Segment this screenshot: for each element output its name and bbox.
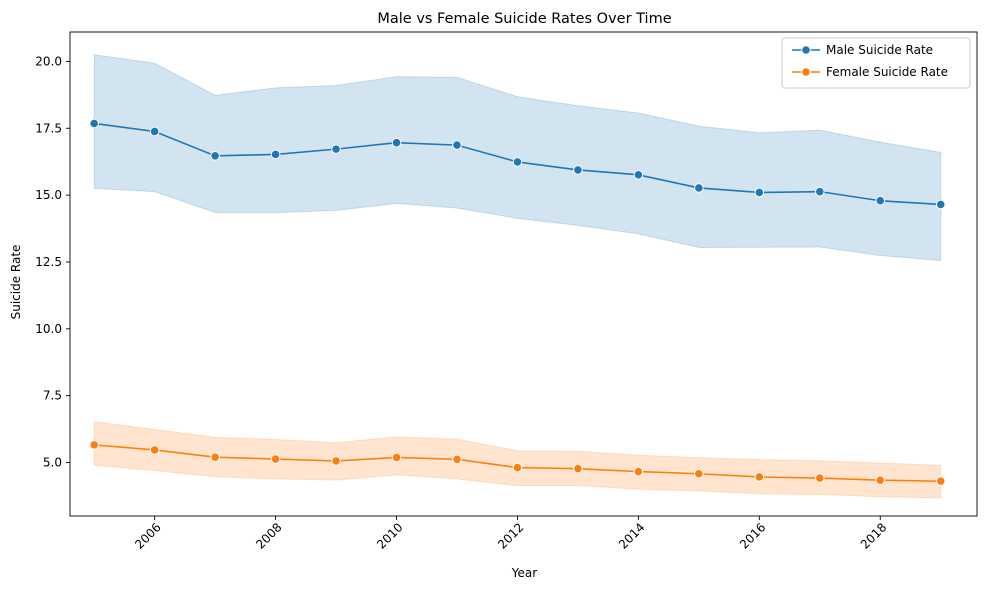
legend-marker-1 [801,67,811,77]
data-point-1-10 [694,468,704,479]
y-tick-label-5: 17.5 [35,121,62,135]
data-point-0-11 [754,187,765,198]
legend: Male Suicide Rate Female Suicide Rate [781,37,971,89]
data-point-0-6 [452,140,462,150]
data-point-1-2 [210,452,220,462]
data-point-0-14 [935,199,946,210]
legend-label-1: Female Suicide Rate [826,65,948,79]
data-point-1-3 [270,454,281,464]
data-point-0-3 [270,149,281,160]
y-tick-label-2: 10.0 [35,322,62,336]
data-point-0-1 [149,126,160,137]
x-axis-label: Year [511,566,537,580]
data-point-1-12 [814,473,825,483]
legend-marker-0 [801,45,811,55]
data-point-1-8 [573,463,583,474]
legend-box [781,37,971,89]
data-point-1-11 [754,472,765,482]
data-point-0-8 [573,165,583,175]
data-point-0-5 [391,137,402,148]
y-axis-label: Suicide Rate [9,245,23,320]
plot-area: 2006 2008 2010 2012 2014 2016 20185.07.510.012… [35,31,978,552]
data-point-0-2 [210,151,220,161]
data-point-0-0 [89,118,99,129]
chart-title: Male vs Female Suicide Rates Over Time [377,11,671,27]
data-point-1-0 [89,440,99,450]
data-point-1-1 [149,445,160,455]
data-point-0-4 [331,144,341,154]
axes-frame [69,31,978,517]
y-tick-label-6: 20.0 [35,54,62,68]
y-tick-label-4: 15.0 [35,188,62,202]
y-tick-label-0: 5.0 [43,456,62,470]
data-point-1-6 [452,454,462,465]
data-point-0-10 [694,183,704,193]
data-point-1-13 [875,475,886,485]
data-point-1-9 [633,466,644,477]
data-point-1-4 [331,456,341,466]
data-point-1-5 [391,452,402,463]
data-point-1-14 [935,476,946,487]
y-tick-label-1: 7.5 [43,389,62,403]
data-point-1-7 [512,462,523,473]
confidence-band-1 [93,421,942,499]
legend-label-0: Male Suicide Rate [826,43,933,57]
y-tick-label-3: 12.5 [35,255,62,269]
data-point-0-7 [512,157,523,167]
data-point-0-13 [875,195,886,206]
data-point-0-9 [633,169,644,180]
data-point-0-12 [814,186,825,197]
